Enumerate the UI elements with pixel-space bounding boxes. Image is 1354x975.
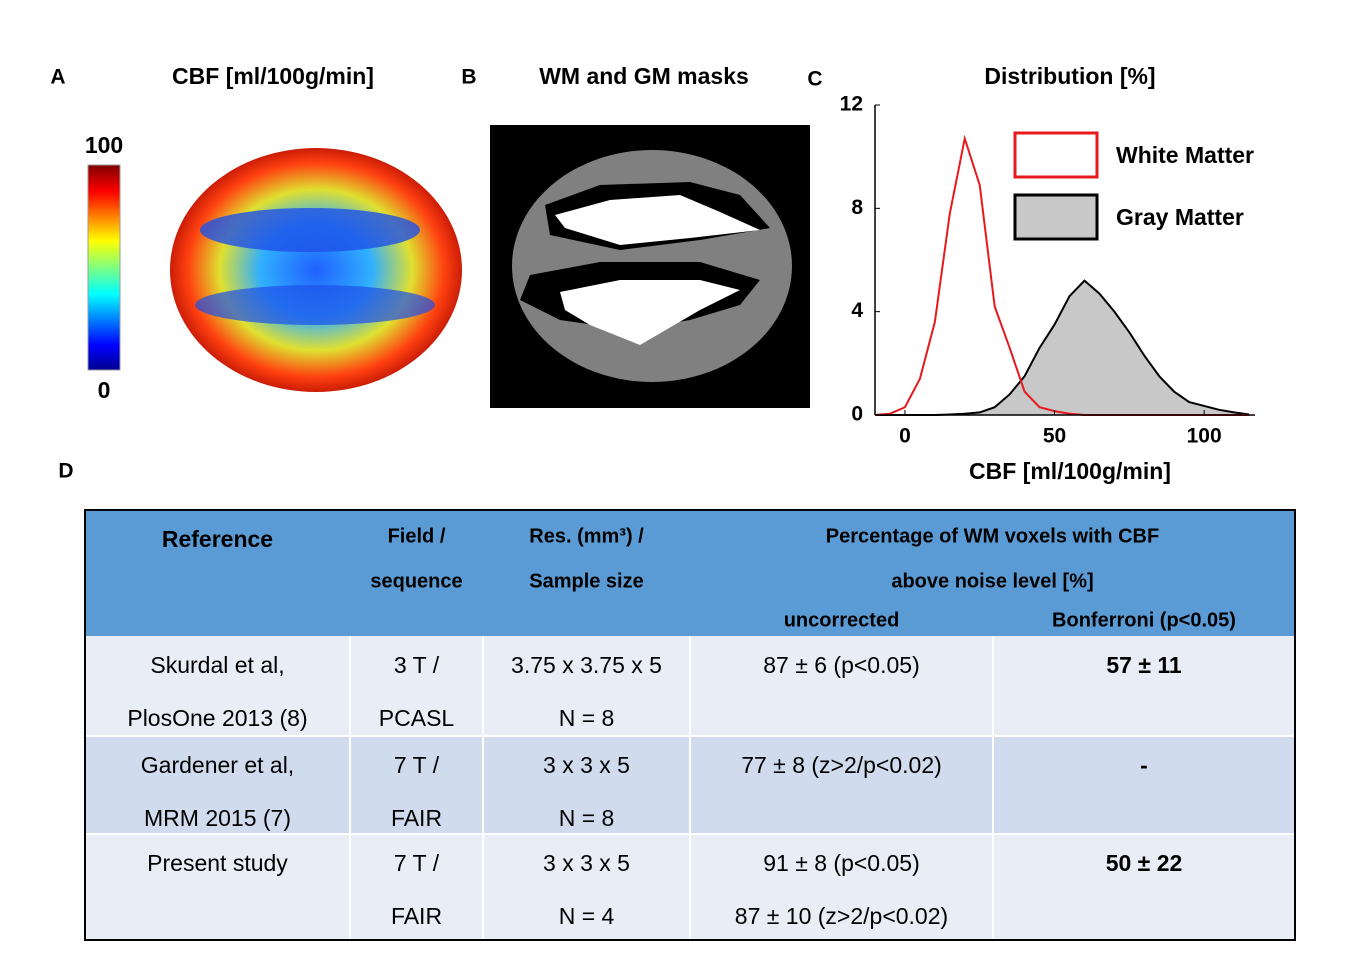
panel-title: CBF [ml/100g/min] — [172, 63, 374, 89]
table-cell: 7 T / — [394, 752, 440, 778]
header-cell: Percentage of WM voxels with CBF — [826, 525, 1159, 547]
wm-mask — [560, 280, 740, 345]
table-cell: 91 ± 8 (p<0.05) — [763, 850, 919, 876]
table-cell: 77 ± 8 (z>2/p<0.02) — [741, 752, 942, 778]
table-cell: MRM 2015 (7) — [144, 805, 291, 831]
panel-label: A — [50, 66, 65, 89]
table-cell: 3 x 3 x 5 — [543, 752, 630, 778]
table-header-bg — [85, 510, 1295, 636]
legend-label: White Matter — [1116, 142, 1254, 168]
table-cell: Present study — [147, 850, 288, 876]
panel-label: C — [807, 68, 822, 91]
table-cell: 87 ± 6 (p<0.05) — [763, 652, 919, 678]
header-cell: uncorrected — [784, 609, 900, 631]
x-tick-label: 0 — [899, 425, 911, 448]
header-cell: Res. (mm³) / — [529, 525, 644, 547]
y-tick-label: 0 — [851, 403, 863, 426]
y-tick-label: 4 — [851, 299, 863, 322]
legend-swatch — [1013, 193, 1099, 241]
legend-swatch — [1013, 131, 1099, 179]
table: Reference Field / sequence Res. (mm³) / Samp… — [84, 509, 1296, 941]
table-cell: 3 x 3 x 5 — [543, 850, 630, 876]
table-cell: 7 T / — [394, 850, 440, 876]
wm-mask — [555, 195, 760, 245]
y-tick-label: 12 — [840, 93, 863, 116]
header-cell: Field / — [388, 525, 446, 547]
cbf-map-region — [195, 285, 435, 325]
colorbar-max: 100 — [85, 132, 123, 158]
colorbar — [87, 164, 121, 371]
table-cell: PCASL — [379, 705, 455, 731]
header-cell: Reference — [162, 526, 273, 552]
header-cell: above noise level [%] — [891, 570, 1093, 592]
cbf-map — [170, 148, 462, 392]
cbf-map-region — [200, 208, 420, 252]
legend-label: Gray Matter — [1116, 204, 1244, 230]
colorbar-min: 0 — [98, 377, 111, 403]
chart-title: Distribution [%] — [984, 63, 1155, 89]
table-cell: N = 4 — [559, 903, 615, 929]
table-border — [84, 509, 1296, 941]
y-tick-label: 8 — [851, 196, 863, 219]
x-tick-label: 100 — [1187, 425, 1222, 448]
table-cell: 50 ± 22 — [1106, 850, 1183, 876]
table-cell: 3 T / — [394, 652, 440, 678]
area — [875, 280, 1250, 415]
table-cell: PlosOne 2013 (8) — [127, 705, 307, 731]
header-cell: Sample size — [529, 570, 644, 592]
header-cell: sequence — [370, 570, 462, 592]
x-axis-label: CBF [ml/100g/min] — [969, 458, 1171, 484]
table-cell: - — [1140, 752, 1148, 778]
x-tick-label: 50 — [1043, 425, 1066, 448]
table-cell: Skurdal et al, — [150, 652, 284, 678]
panel-label: D — [58, 460, 73, 483]
table-cell: N = 8 — [559, 805, 615, 831]
table-cell: FAIR — [391, 805, 442, 831]
table-cell: 57 ± 11 — [1106, 652, 1182, 678]
table-cell: 87 ± 10 (z>2/p<0.02) — [735, 903, 948, 929]
table-cell: Gardener et al, — [141, 752, 294, 778]
table-cell: 3.75 x 3.75 x 5 — [511, 652, 662, 678]
table-cell: N = 8 — [559, 705, 615, 731]
panel-label: B — [461, 66, 476, 89]
table-cell: FAIR — [391, 903, 442, 929]
panel-title: WM and GM masks — [539, 63, 749, 89]
header-cell: Bonferroni (p<0.05) — [1052, 609, 1236, 631]
